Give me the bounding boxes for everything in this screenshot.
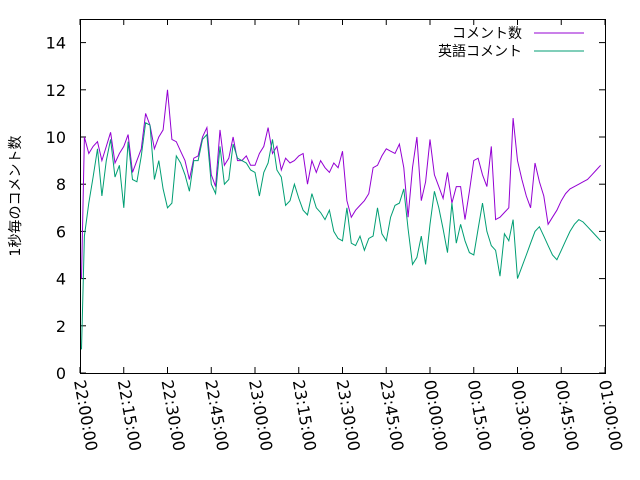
y-tick-label: 8 [56, 175, 66, 194]
y-tick-label: 12 [46, 81, 66, 100]
y-tick-label: 4 [56, 270, 66, 289]
y-axis-label: 1秒毎のコメント数 [8, 136, 24, 257]
series-line-0 [81, 89, 601, 279]
y-tick-label: 14 [46, 34, 66, 53]
y-tick-label: 6 [56, 222, 66, 241]
y-tick-label: 10 [46, 128, 66, 147]
y-tick-label: 2 [56, 317, 66, 336]
y-tick-label: 0 [56, 364, 66, 383]
series-layer [81, 89, 601, 350]
legend-label: コメント数 [452, 26, 522, 42]
series-line-1 [81, 122, 601, 350]
y-axis-ticks: 0 2 4 6 8 10 12 14 [46, 34, 605, 383]
legend-label: 英語コメント [438, 43, 522, 60]
